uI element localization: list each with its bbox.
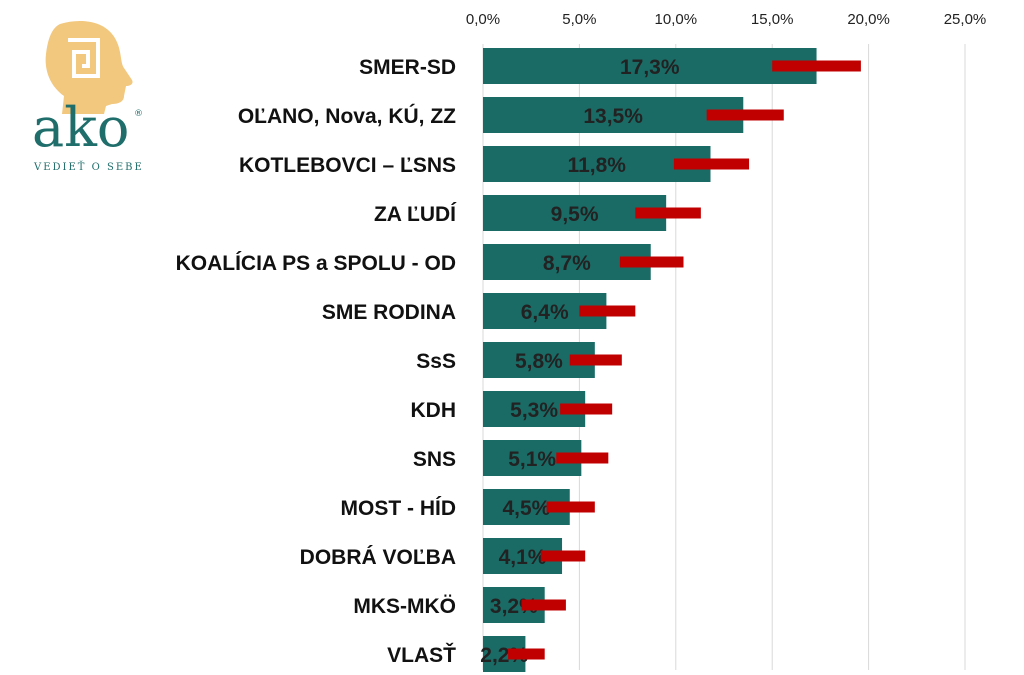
category-label: SME RODINA <box>322 301 456 324</box>
category-label: SMER-SD <box>359 56 456 79</box>
x-tick-label: 5,0% <box>562 11 596 28</box>
ako-logo: ako ® VEDIEŤ O SEBE <box>32 21 144 173</box>
error-bar <box>569 354 622 366</box>
category-label: KDH <box>411 399 457 422</box>
data-label: 9,5% <box>551 203 599 226</box>
bars: 17,3% 13,5% 11,8% 9,5% 8,7% 6,4% 5,8% 5,3% 5,1% 4… <box>480 48 861 672</box>
error-bar <box>619 256 684 268</box>
data-label: 5,1% <box>508 448 556 471</box>
error-bar <box>635 207 701 219</box>
error-bar <box>579 305 636 317</box>
bar <box>483 48 817 84</box>
category-label: OĽANO, Nova, KÚ, ZZ <box>238 104 456 128</box>
x-tick-label: 25,0% <box>944 11 987 28</box>
head-silhouette-icon <box>45 21 133 114</box>
data-label: 6,4% <box>521 301 569 324</box>
error-bar <box>772 60 861 72</box>
data-label: 4,5% <box>502 497 550 520</box>
data-label: 11,8% <box>568 154 627 177</box>
error-bar <box>673 158 750 170</box>
data-label: 5,8% <box>515 350 563 373</box>
x-tick-label: 10,0% <box>655 11 698 28</box>
x-tick-label: 0,0% <box>466 11 500 28</box>
error-bar <box>560 403 613 415</box>
category-label: MOST - HÍD <box>341 497 457 520</box>
registered-mark: ® <box>134 109 143 119</box>
data-label: 5,3% <box>510 399 558 422</box>
error-bar <box>521 599 566 611</box>
logo-wordmark: ako <box>32 96 129 159</box>
data-label: 17,3% <box>620 56 680 79</box>
category-labels: SMER-SD OĽANO, Nova, KÚ, ZZ KOTLEBOVCI – Ľ… <box>176 56 458 667</box>
category-label: DOBRÁ VOĽBA <box>300 546 456 569</box>
bar <box>483 97 744 133</box>
x-axis-ticks: 0,0% 5,0% 10,0% 15,0% 20,0% 25,0% <box>466 11 986 28</box>
error-bar <box>546 501 595 513</box>
data-label: 13,5% <box>583 105 643 128</box>
category-label: SsS <box>416 350 456 373</box>
error-bar <box>508 648 545 660</box>
data-label: 4,1% <box>499 546 547 569</box>
error-bar <box>556 452 609 464</box>
x-tick-label: 20,0% <box>847 11 890 28</box>
category-label: KOTLEBOVCI – ĽSNS <box>239 154 456 177</box>
category-label: VLASŤ <box>387 643 456 667</box>
category-label: MKS-MKÖ <box>353 595 456 618</box>
data-label: 8,7% <box>543 252 591 275</box>
category-label: ZA ĽUDÍ <box>374 203 457 226</box>
logo-tagline: VEDIEŤ O SEBE <box>33 161 144 173</box>
bar <box>483 146 711 182</box>
error-bar <box>706 109 784 121</box>
x-tick-label: 15,0% <box>751 11 794 28</box>
error-bar <box>540 550 586 562</box>
category-label: SNS <box>413 448 456 471</box>
category-label: KOALÍCIA PS a SPOLU - OD <box>176 252 456 275</box>
